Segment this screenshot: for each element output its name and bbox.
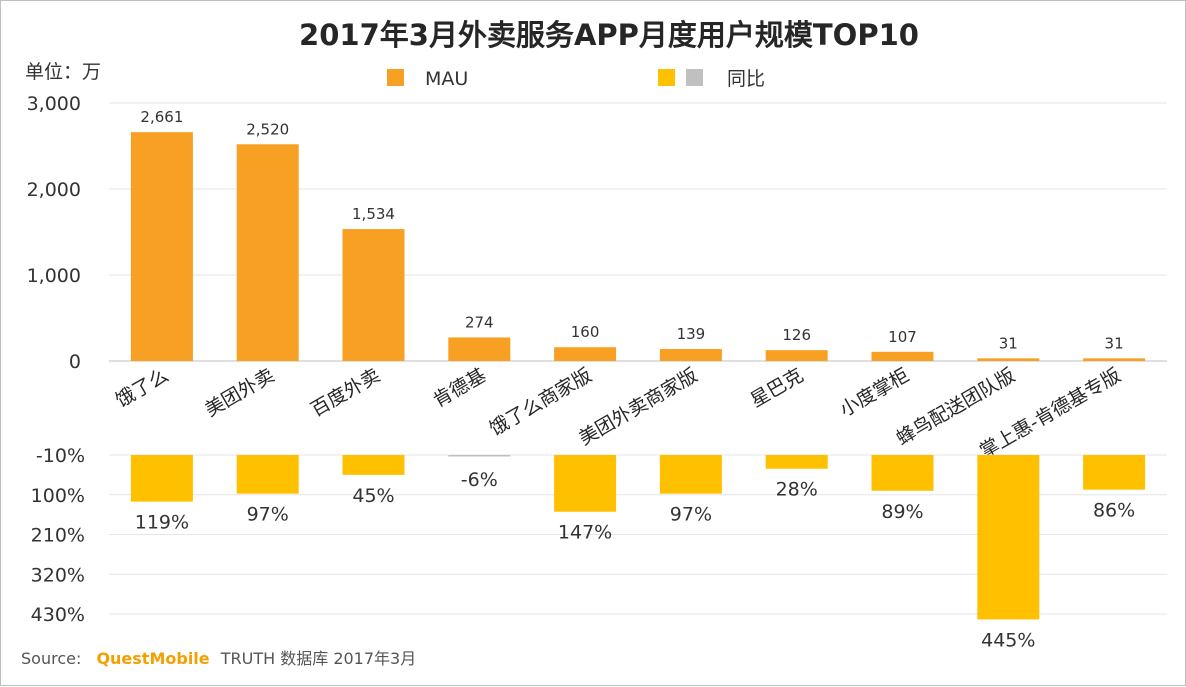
mau-bar xyxy=(765,350,828,361)
yoy-y-tick-label: 100% xyxy=(31,485,85,507)
mau-data-label: 2,661 xyxy=(140,108,183,126)
yoy-y-tick-label: 210% xyxy=(31,525,85,547)
yoy-data-label: 86% xyxy=(1093,500,1135,522)
mau-y-tick-label: 1,000 xyxy=(27,265,81,287)
source-detail: TRUTH 数据库 2017年3月 xyxy=(220,649,417,668)
legend-label-mau: MAU xyxy=(425,68,468,90)
source-prefix: Source: xyxy=(21,649,82,668)
yoy-y-tick-label: 320% xyxy=(31,564,85,586)
mau-bar xyxy=(342,229,405,361)
yoy-data-label: 119% xyxy=(135,512,189,534)
yoy-bar xyxy=(765,455,828,469)
legend: MAU 同比 xyxy=(387,68,765,90)
category-label: 星巴克 xyxy=(747,364,807,412)
source-note: Source: QuestMobile TRUTH 数据库 2017年3月 xyxy=(21,645,416,669)
source-brand: QuestMobile xyxy=(96,649,210,668)
legend-label-yoy: 同比 xyxy=(727,68,765,90)
legend-swatch-yoy-negative xyxy=(686,69,703,86)
yoy-bar xyxy=(448,455,511,457)
yoy-data-label: 147% xyxy=(558,522,612,544)
chart-title: 2017年3月外卖服务APP月度用户规模TOP10 xyxy=(299,18,919,52)
yoy-bar xyxy=(871,455,934,491)
yoy-data-label: -6% xyxy=(461,469,498,491)
mau-bar xyxy=(130,132,193,361)
category-label: 美团外卖 xyxy=(201,364,278,421)
mau-data-label: 160 xyxy=(571,323,600,341)
yoy-data-label: 89% xyxy=(881,501,923,523)
mau-data-label: 274 xyxy=(465,313,494,331)
mau-panel: 0 1,000 2,000 3,000 2,661 2,520 1,534 274 160 139… xyxy=(27,93,1167,463)
category-label: 饿了么 xyxy=(112,364,172,412)
mau-data-label: 31 xyxy=(999,334,1018,352)
legend-swatch-yoy-positive xyxy=(658,69,675,86)
yoy-bar xyxy=(977,455,1040,620)
mau-data-label: 1,534 xyxy=(352,205,395,223)
yoy-data-label: 445% xyxy=(981,629,1035,651)
mau-bar xyxy=(977,358,1040,361)
yoy-bar xyxy=(554,455,617,512)
unit-label: 单位：万 xyxy=(25,61,101,83)
mau-bar xyxy=(236,144,299,361)
mau-bar xyxy=(448,337,511,361)
yoy-bar xyxy=(236,455,299,494)
yoy-data-label: 97% xyxy=(247,504,289,526)
yoy-y-tick-label: -10% xyxy=(36,445,85,467)
mau-bar xyxy=(871,351,934,361)
category-label: 小度掌柜 xyxy=(836,364,913,421)
mau-data-label: 139 xyxy=(677,325,706,343)
category-label: 百度外卖 xyxy=(307,364,384,421)
category-label: 肯德基 xyxy=(429,364,489,412)
category-label: 美团外卖商家版 xyxy=(575,364,701,450)
mau-bar xyxy=(1083,358,1146,361)
yoy-y-tick-label: 430% xyxy=(31,604,85,626)
yoy-bar xyxy=(342,455,405,475)
yoy-bar xyxy=(1083,455,1146,490)
yoy-data-label: 97% xyxy=(670,504,712,526)
yoy-data-label: 45% xyxy=(352,485,394,507)
yoy-bar xyxy=(130,455,193,502)
mau-y-tick-label: 2,000 xyxy=(27,179,81,201)
mau-data-label: 2,520 xyxy=(246,120,289,138)
mau-bar xyxy=(659,349,722,361)
mau-data-label: 31 xyxy=(1105,334,1124,352)
mau-data-label: 126 xyxy=(782,326,811,344)
mau-data-label: 107 xyxy=(888,328,917,346)
yoy-panel: -10% 100% 210% 320% 430% 119% 97% 45% -6% 147% 97%… xyxy=(31,445,1167,651)
mau-bar xyxy=(554,347,617,361)
legend-swatch-mau xyxy=(387,69,404,86)
yoy-bar xyxy=(659,455,722,494)
mau-y-tick-label: 0 xyxy=(69,351,81,373)
mau-y-tick-label: 3,000 xyxy=(27,93,81,115)
yoy-data-label: 28% xyxy=(776,479,818,501)
